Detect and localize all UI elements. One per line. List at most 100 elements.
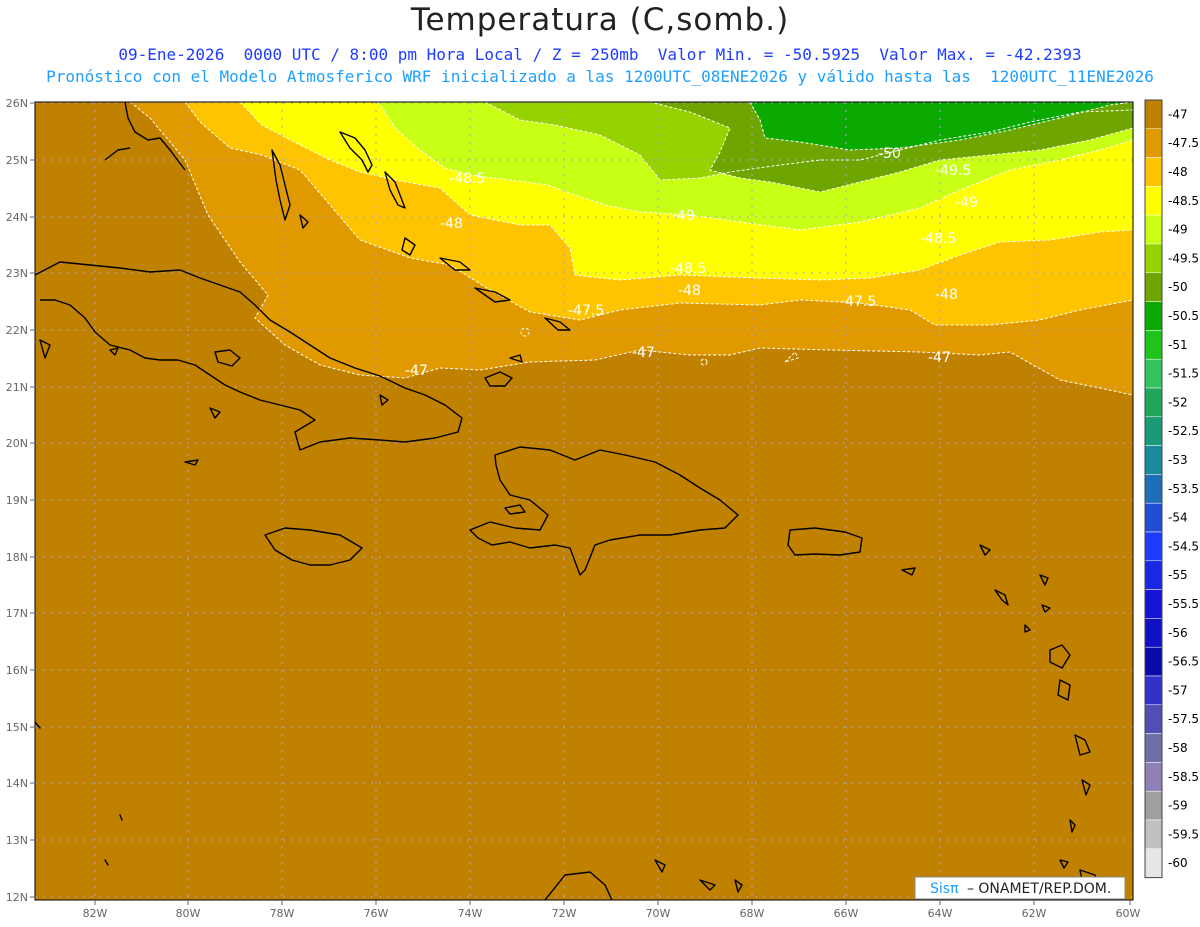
legend-swatch <box>1144 214 1163 245</box>
contour-label: -49 <box>672 208 695 224</box>
legend-label: -54 <box>1168 511 1188 525</box>
coast-islet-9 <box>994 589 1009 606</box>
coast-florida-keys <box>104 147 131 161</box>
lat-tick-label: 20N <box>6 437 28 450</box>
lat-tick-label: 18N <box>6 551 28 564</box>
legend-swatch <box>1144 186 1163 216</box>
lat-tick-label: 14N <box>6 777 28 790</box>
legend-label: -48.5 <box>1168 194 1199 208</box>
contour-label: -48 <box>678 283 701 299</box>
lat-tick-label: 26N <box>6 97 28 110</box>
contour-label: -48.5 <box>449 171 485 187</box>
coast-bahamas-1 <box>339 131 373 173</box>
legend-label: -47.5 <box>1168 136 1199 150</box>
legend-swatch <box>1144 99 1163 130</box>
lat-tick-label: 19N <box>6 494 28 507</box>
legend-label: -57.5 <box>1168 712 1199 726</box>
legend-swatch <box>1144 502 1163 533</box>
lon-tick-label: 62W <box>1022 907 1047 920</box>
grid-lines <box>35 102 1133 900</box>
coast-martinique <box>1074 734 1091 756</box>
legend-swatch <box>1144 243 1163 274</box>
contour-label: -47 <box>632 345 655 361</box>
legend-label: -53 <box>1168 453 1188 467</box>
legend-label: -50.5 <box>1168 309 1199 323</box>
coast-bahamas-6 <box>439 257 471 271</box>
lon-tick-label: 68W <box>740 907 765 920</box>
coast-islet-6 <box>184 459 199 466</box>
lat-tick-label: 24N <box>6 211 28 224</box>
legend-swatch <box>1144 128 1163 158</box>
coast-bahamas-7 <box>474 287 511 303</box>
coast-bonaire <box>734 879 743 893</box>
contour-lines <box>129 102 1133 396</box>
lon-tick-label: 66W <box>834 907 859 920</box>
coast-islet-12 <box>1024 624 1031 633</box>
contour-label: -47.5 <box>840 294 876 310</box>
legend-swatch <box>1144 387 1163 418</box>
legend-swatch <box>1144 416 1163 446</box>
legend-swatch <box>1144 790 1163 821</box>
coast-inagua <box>484 371 513 387</box>
legend-label: -47 <box>1168 107 1188 121</box>
map-subtitle-model-info: Pronóstico con el Modelo Atmosferico WRF… <box>46 67 1154 86</box>
coast-bahamas-3 <box>384 171 406 209</box>
legend-label: -55.5 <box>1168 597 1199 611</box>
coast-islet-13 <box>104 859 109 866</box>
coast-hispaniola <box>469 446 739 576</box>
lon-tick-label: 76W <box>364 907 389 920</box>
lon-tick-label: 72W <box>552 907 577 920</box>
coast-islet-8 <box>979 544 991 556</box>
legend-label: -60 <box>1168 856 1188 870</box>
contour-label: -48 <box>440 216 463 232</box>
legend-label: -52 <box>1168 395 1188 409</box>
lat-axis: 26N 25N 24N 23N 22N 21N 20N 19N 18N 17N … <box>6 97 35 904</box>
band-minus-50-5 <box>750 102 1133 150</box>
legend-label: -52.5 <box>1168 424 1199 438</box>
legend-swatch <box>1144 819 1163 850</box>
coast-venezuela <box>544 871 613 900</box>
credit-brand: Sisπ <box>930 881 959 897</box>
lon-tick-label: 78W <box>270 907 295 920</box>
legend-label: -56.5 <box>1168 655 1199 669</box>
legend-swatch <box>1144 762 1163 792</box>
coast-dominica <box>1057 679 1071 701</box>
legend-swatch <box>1144 157 1163 187</box>
lon-tick-label: 60W <box>1116 907 1141 920</box>
coast-turks <box>544 317 571 331</box>
legend-swatch <box>1144 272 1163 302</box>
legend-swatch <box>1144 358 1163 389</box>
lat-tick-label: 16N <box>6 664 28 677</box>
lon-tick-label: 82W <box>83 907 108 920</box>
legend-label: -51 <box>1168 338 1188 352</box>
legend-label: -48 <box>1168 165 1188 179</box>
lon-tick-label: 74W <box>458 907 483 920</box>
coast-isla-juventud <box>214 349 241 367</box>
contour-label: -48.5 <box>920 231 956 247</box>
lon-tick-label: 64W <box>928 907 953 920</box>
contour-label: -48.5 <box>670 261 706 277</box>
coast-florida <box>124 102 186 171</box>
coast-curacao <box>699 879 716 891</box>
coast-islet-5 <box>209 407 221 419</box>
coast-gonave <box>504 504 526 515</box>
legend-swatch <box>1144 848 1163 878</box>
lat-tick-label: 12N <box>6 891 28 904</box>
coast-bahamas-4 <box>299 214 309 229</box>
coast-cuba <box>35 261 463 451</box>
legend-label: -49.5 <box>1168 251 1199 265</box>
lon-axis: 82W 80W 78W 76W 74W 72W 70W 68W 66W 64W … <box>83 900 1141 920</box>
coast-islet-15 <box>35 721 41 729</box>
lat-tick-label: 22N <box>6 324 28 337</box>
legend-swatch <box>1144 531 1163 562</box>
coast-puerto-rico <box>787 527 863 556</box>
legend-swatch <box>1144 445 1163 475</box>
coast-islet-3 <box>39 339 51 359</box>
legend-swatch <box>1144 330 1163 360</box>
legend-label: -59.5 <box>1168 827 1199 841</box>
legend-swatch <box>1144 646 1163 677</box>
coast-st-lucia <box>1081 779 1091 796</box>
credit-text: – ONAMET/REP.DOM. <box>967 881 1111 897</box>
coast-grenada <box>1059 859 1069 869</box>
